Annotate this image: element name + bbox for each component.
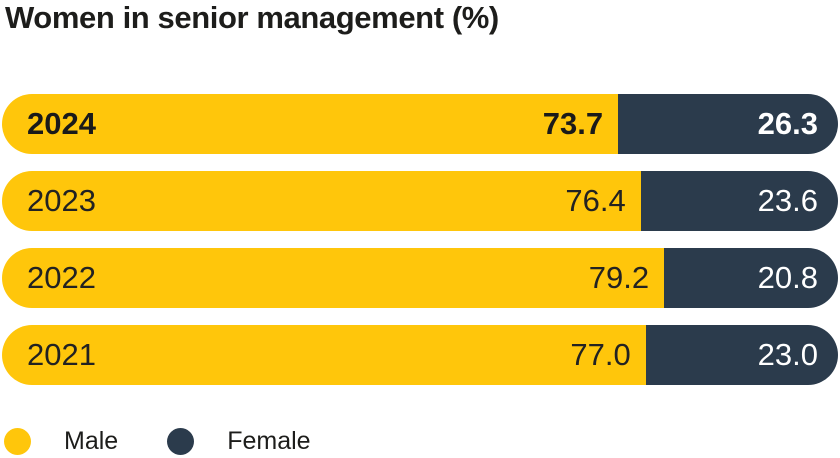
female-value-label: 26.3: [757, 106, 818, 141]
legend-label-female: Female: [227, 427, 311, 455]
legend-item-male: Male: [4, 427, 118, 456]
legend: Male Female: [4, 427, 311, 456]
year-label: 2024: [27, 106, 96, 141]
year-label: 2023: [27, 183, 96, 218]
male-segment: 2022 79.2: [2, 248, 665, 308]
bar-row-2022: 2022 79.2 20.8: [2, 248, 838, 308]
year-label: 2022: [27, 260, 96, 295]
female-segment: 23.6: [640, 171, 838, 231]
year-label: 2021: [27, 337, 96, 372]
chart-title: Women in senior management (%): [5, 0, 499, 35]
bar-row-2023: 2023 76.4 23.6: [2, 171, 838, 231]
legend-label-male: Male: [64, 427, 119, 455]
female-value-label: 23.6: [757, 183, 818, 218]
male-legend-dot-icon: [4, 428, 31, 455]
male-value-label: 77.0: [570, 337, 631, 372]
female-segment: 23.0: [645, 325, 838, 385]
male-value-label: 73.7: [542, 106, 604, 141]
bar-row-2024: 2024 73.7 26.3: [2, 94, 838, 154]
female-segment: 26.3: [618, 94, 838, 154]
legend-item-female: Female: [167, 427, 311, 456]
male-value-label: 79.2: [588, 260, 650, 295]
female-value-label: 23.0: [757, 337, 818, 372]
female-segment: 20.8: [664, 248, 838, 308]
female-legend-dot-icon: [167, 428, 195, 455]
male-segment: 2023 76.4: [2, 171, 641, 231]
bar-rows: 2024 73.7 26.3 2023 76.4 23.6 2022 79.2 …: [2, 94, 838, 385]
bar-row-2021: 2021 77.0 23.0: [2, 325, 838, 385]
male-value-label: 76.4: [565, 183, 626, 218]
female-value-label: 20.8: [757, 260, 818, 295]
male-segment: 2021 77.0: [2, 325, 646, 385]
male-segment: 2024 73.7: [2, 94, 619, 154]
